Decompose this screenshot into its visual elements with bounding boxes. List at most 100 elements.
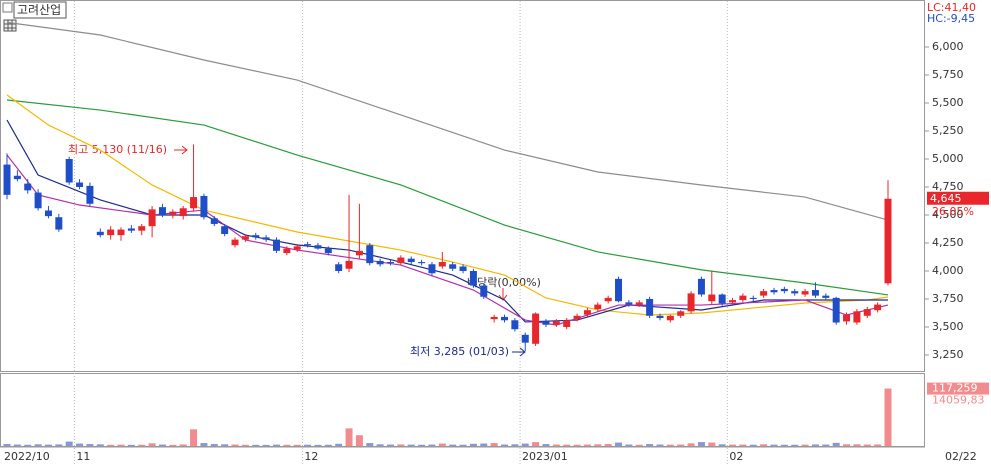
volume-bar (127, 444, 135, 446)
candle-body (304, 244, 312, 246)
volume-bar (801, 444, 809, 446)
volume-bar (428, 444, 436, 446)
candle-body (708, 294, 716, 302)
candle-body (666, 315, 674, 321)
candle-body (158, 207, 166, 215)
candle-body (179, 208, 187, 217)
candle-body (262, 237, 270, 240)
volume-bar (677, 444, 685, 446)
candle-body (563, 320, 571, 327)
volume-bar (708, 442, 716, 446)
candle-body (501, 316, 509, 321)
candle-body (760, 291, 768, 296)
volume-bar (44, 444, 52, 446)
table-icon[interactable] (3, 19, 17, 32)
candle-body (210, 218, 218, 224)
moving-average-line (6, 119, 888, 323)
candle-body (345, 260, 353, 269)
candle-body (314, 245, 322, 249)
volume-bar (283, 444, 291, 446)
volume-bar (241, 444, 249, 446)
volume-bar (884, 388, 892, 446)
volume-tag-box (927, 382, 989, 395)
x-tick-label: 2023/01 (522, 450, 568, 463)
volume-bar (335, 443, 343, 446)
candle-body (542, 321, 550, 325)
volume-bar (853, 444, 861, 446)
candle-body (13, 175, 21, 180)
volume-bar (666, 444, 674, 446)
candle-body (283, 248, 291, 254)
volume-bar (604, 444, 612, 446)
volume-bar (179, 444, 187, 446)
candle-body (604, 297, 612, 302)
volume-tag-label: 117,259 (932, 382, 978, 395)
candle-body (221, 226, 229, 235)
candle-body (138, 226, 146, 231)
volume-bar (656, 444, 664, 446)
volume-bar (55, 444, 63, 446)
stock-name-box[interactable] (13, 1, 67, 19)
volume-bar (418, 444, 426, 446)
price-tag-box (927, 191, 989, 205)
price-tag-label: 4,645 (930, 192, 962, 205)
table-icon-grid (4, 20, 16, 31)
volume-bar (760, 444, 768, 446)
candle-body (324, 248, 332, 254)
candle-body (148, 209, 156, 227)
candle-body (780, 288, 788, 292)
volume-bar (780, 444, 788, 446)
change-label: 26,05% (932, 205, 974, 218)
candle-body (76, 182, 84, 187)
candle-body (190, 197, 198, 209)
y-tick-label: 5,250 (932, 124, 964, 137)
ex-dividend-arrow (498, 288, 508, 301)
candle-body (86, 185, 94, 204)
candle-body (552, 321, 560, 325)
volume-bar (262, 444, 270, 446)
volume-bar (355, 435, 363, 446)
volume-bar (863, 444, 871, 446)
candle-body (749, 297, 757, 299)
candle-body (739, 295, 747, 301)
y-tick-label: 5,000 (932, 152, 964, 165)
y-tick-label: 4,500 (932, 208, 964, 221)
volume-bar (697, 442, 705, 446)
checkbox[interactable] (2, 2, 13, 13)
volume-bar (521, 443, 529, 446)
candle-body (594, 304, 602, 310)
candle-body (127, 228, 135, 231)
volume-bar (573, 444, 581, 446)
candle-body (697, 278, 705, 295)
candle-body (791, 291, 799, 294)
volume-bar (832, 442, 840, 446)
volume-bar (490, 443, 498, 446)
price-pane-frame (0, 0, 925, 372)
candle-body (863, 309, 871, 316)
candle-body (801, 291, 809, 295)
volume-bar (221, 444, 229, 446)
candle-body (822, 295, 830, 298)
volume-bar (324, 444, 332, 446)
candle-body (811, 290, 819, 296)
volume-bar (615, 442, 623, 446)
candle-body (490, 316, 498, 320)
candle-body (677, 311, 685, 316)
candle-body (583, 310, 591, 315)
x-tick-label: 11 (76, 450, 90, 463)
last-date-label: 02/22 (945, 450, 977, 463)
candle-body (469, 270, 477, 286)
volume-bar (366, 443, 374, 446)
volume-average-label: 14059,83 (932, 394, 985, 407)
candle-body (635, 302, 643, 305)
hc-label: HC:-9,45 (927, 12, 975, 25)
y-tick-label: 5,750 (932, 68, 964, 81)
volume-bar (469, 443, 477, 446)
candle-body (24, 183, 32, 191)
low-arrow (512, 347, 526, 357)
volume-bar (117, 444, 125, 446)
volume-bar (532, 442, 540, 446)
candle-body (718, 294, 726, 304)
